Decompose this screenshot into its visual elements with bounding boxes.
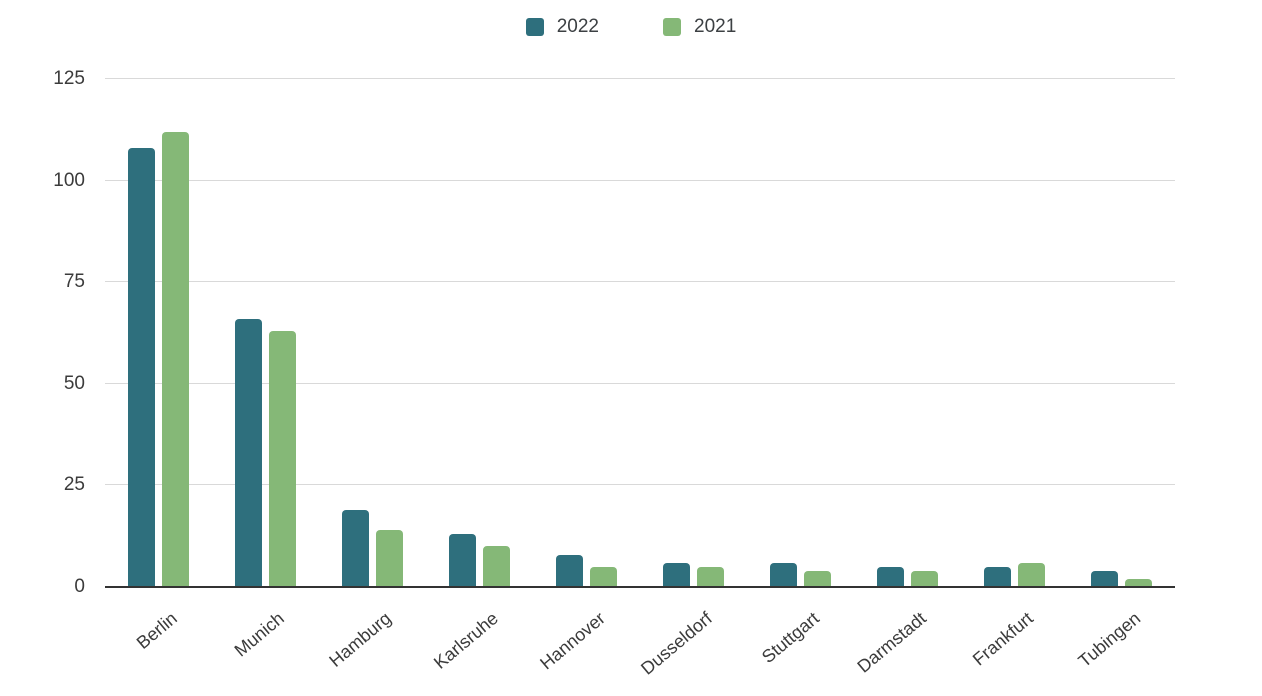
bar-stuttgart-2021[interactable] — [804, 570, 831, 587]
y-tick-label: 25 — [63, 474, 85, 496]
bar-hannover-2021[interactable] — [590, 566, 617, 587]
bar-group-frankfurt — [961, 79, 1068, 587]
plot-area: 0 25 50 75 100 125 — [53, 68, 1175, 597]
bar-tubingen-2022[interactable] — [1091, 570, 1118, 587]
y-tick-label: 100 — [53, 169, 85, 191]
bar-darmstadt-2022[interactable] — [877, 566, 904, 587]
bar-group-hamburg — [319, 79, 426, 587]
legend-swatch-icon — [525, 18, 544, 36]
bar-group-dusseldorf — [640, 79, 747, 587]
legend-label: 2022 — [556, 16, 599, 37]
x-axis-labels: Berlin Munich Hamburg Karlsruhe Hannover Duss… — [105, 592, 1175, 696]
x-axis-label-hannover: Hannover — [536, 608, 610, 674]
x-axis-label-tubingen: Tubingen — [1074, 608, 1145, 672]
legend-label: 2021 — [694, 16, 737, 37]
y-tick-label: 75 — [63, 271, 85, 293]
bar-karlsruhe-2021[interactable] — [483, 546, 510, 587]
bar-hamburg-2022[interactable] — [342, 509, 369, 587]
x-axis-line — [105, 586, 1175, 588]
gridline — [105, 179, 1175, 181]
bar-berlin-2021[interactable] — [162, 131, 189, 587]
y-tick-label: 125 — [53, 68, 85, 89]
bar-group-darmstadt — [854, 79, 961, 587]
bar-group-karlsruhe — [426, 79, 533, 587]
chart-legend: 2022 2021 — [0, 16, 1262, 38]
gridline — [105, 78, 1175, 79]
bar-group-berlin — [105, 79, 212, 587]
bar-munich-2021[interactable] — [269, 330, 296, 587]
bar-dusseldorf-2022[interactable] — [663, 562, 690, 587]
bar-hamburg-2021[interactable] — [376, 530, 403, 587]
legend-swatch-icon — [663, 18, 681, 36]
x-axis-label-karlsruhe: Karlsruhe — [430, 608, 503, 673]
gridline — [105, 281, 1175, 283]
bar-group-stuttgart — [747, 79, 854, 587]
bar-stuttgart-2022[interactable] — [770, 562, 797, 587]
x-axis-label-berlin: Berlin — [133, 608, 182, 653]
bar-dusseldorf-2021[interactable] — [697, 566, 724, 587]
legend-item-2021[interactable]: 2021 — [663, 16, 736, 38]
y-tick-label: 50 — [63, 372, 85, 394]
bar-group-tubingen — [1068, 79, 1175, 587]
y-tick-label: 0 — [74, 576, 85, 597]
bar-darmstadt-2021[interactable] — [911, 570, 938, 587]
x-axis-label-darmstadt: Darmstadt — [853, 608, 931, 677]
x-axis-label-munich: Munich — [231, 608, 289, 661]
bar-karlsruhe-2022[interactable] — [449, 534, 476, 587]
x-axis-label-frankfurt: Frankfurt — [969, 608, 1038, 670]
bar-groups — [105, 79, 1175, 587]
bar-tubingen-2021[interactable] — [1125, 578, 1152, 587]
legend-item-2022[interactable]: 2022 — [525, 16, 599, 38]
bar-frankfurt-2022[interactable] — [984, 566, 1011, 587]
gridline — [105, 382, 1175, 384]
x-axis-label-hamburg: Hamburg — [325, 608, 396, 671]
bar-berlin-2022[interactable] — [128, 148, 155, 587]
gridline — [105, 484, 1175, 486]
bar-group-hannover — [533, 79, 640, 587]
bar-group-munich — [212, 79, 319, 587]
x-axis-label-stuttgart: Stuttgart — [758, 608, 824, 668]
bar-frankfurt-2021[interactable] — [1018, 562, 1045, 587]
bar-munich-2022[interactable] — [235, 318, 262, 587]
x-axis-label-dusseldorf: Dusseldorf — [637, 608, 717, 679]
bar-hannover-2022[interactable] — [556, 554, 583, 587]
